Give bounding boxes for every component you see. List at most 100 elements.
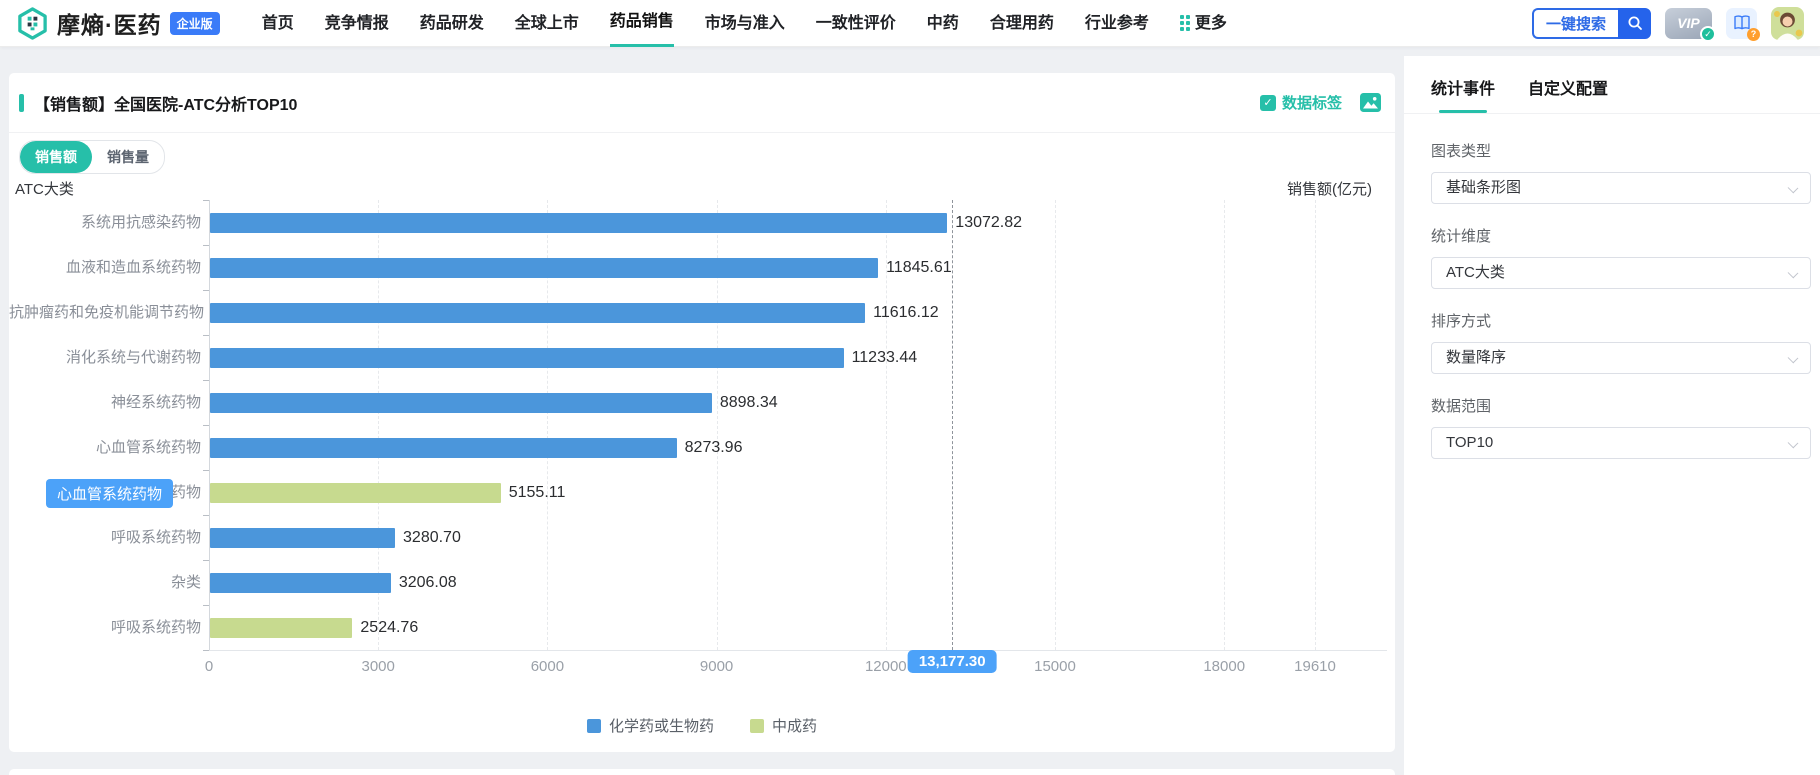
config-sidebar: 统计事件 自定义配置 图表类型 基础条形图 统计维度 ATC大类 排序方式 数量降序 数据范围… xyxy=(1404,56,1820,775)
category-label: 血液和造血系统药物 xyxy=(65,259,201,276)
bar-呼吸系统药物[interactable] xyxy=(210,527,396,548)
nav-item-更多[interactable]: 更多 xyxy=(1179,0,1227,47)
vip-badge-icon[interactable]: VIP ✓ xyxy=(1665,7,1716,42)
nav-item-label: 首页 xyxy=(261,14,294,32)
chevron-down-icon xyxy=(1787,352,1799,364)
bar-value-label: 13072.82 xyxy=(955,214,1023,231)
axis-titles: ATC大类 销售额(亿元) xyxy=(15,178,1372,199)
field-label: 数据范围 xyxy=(1431,398,1492,415)
category-label: 消化系统与代谢药物 xyxy=(65,349,201,366)
nav-item-竞争情报[interactable]: 竞争情报 xyxy=(325,0,389,47)
legend-label: 化学药或生物药 xyxy=(608,718,714,735)
category-label: 心血管系统药物 xyxy=(95,439,201,456)
dropdown-统计维度[interactable]: ATC大类 xyxy=(1431,257,1811,289)
nav-item-label: 一致性评价 xyxy=(815,14,896,32)
x-tick-label: 18000 xyxy=(1203,658,1246,675)
bar-杂类[interactable] xyxy=(210,572,391,593)
vip-check-icon: ✓ xyxy=(1700,25,1716,42)
x-tick-label: 12000 xyxy=(864,658,907,675)
chart-title: 【销售额】全国医院-ATC分析TOP10 xyxy=(34,96,298,114)
bar-血液和造血系统药物[interactable] xyxy=(210,257,879,278)
checkbox-check-icon: ✓ xyxy=(1259,94,1276,111)
field-label: 排序方式 xyxy=(1431,313,1492,330)
toggle-销售额[interactable]: 销售额 xyxy=(20,141,92,173)
nav-item-一致性评价[interactable]: 一致性评价 xyxy=(816,0,896,47)
nav-item-label: 更多 xyxy=(1194,14,1227,32)
legend-item-化学药或生物药[interactable]: 化学药或生物药 xyxy=(586,715,714,736)
legend-swatch xyxy=(586,718,601,733)
main-navigation: 首页 竞争情报 药品研发 全球上市 药品销售 市场与准入 一致性评价 中药 合理用药 行业参考 更多 xyxy=(262,0,1227,47)
brand-logo[interactable]: 摩熵·医药 企业版 xyxy=(16,6,220,40)
bar-神经系统药物[interactable] xyxy=(210,392,712,413)
gridline xyxy=(547,200,549,650)
category-label: 呼吸系统药物 xyxy=(110,529,201,546)
nav-item-合理用药[interactable]: 合理用药 xyxy=(990,0,1054,47)
x-axis-line xyxy=(209,650,1387,651)
nav-item-label: 全球上市 xyxy=(514,14,579,32)
quick-search[interactable]: 一键搜索 xyxy=(1531,7,1651,39)
bar-value-label: 8898.34 xyxy=(719,394,778,411)
nav-item-全球上市[interactable]: 全球上市 xyxy=(515,0,579,47)
bar-系统用抗感染药物[interactable] xyxy=(210,212,948,233)
bar-value-label: 3280.70 xyxy=(403,529,461,546)
hover-tooltip: 心血管系统药物 xyxy=(46,479,174,508)
average-marker-line xyxy=(952,200,954,650)
sidebar-tab-统计事件[interactable]: 统计事件 xyxy=(1431,75,1495,113)
nav-item-行业参考[interactable]: 行业参考 xyxy=(1085,0,1149,47)
bar-value-label: 2524.76 xyxy=(360,619,419,636)
nav-item-label: 市场与准入 xyxy=(704,14,785,32)
sidebar-fields: 图表类型 基础条形图 统计维度 ATC大类 排序方式 数量降序 数据范围 TOP10 xyxy=(1404,114,1820,459)
gridline xyxy=(716,200,718,650)
category-label: 杂类 xyxy=(170,574,201,591)
bar-value-label: 11845.61 xyxy=(886,259,952,276)
toggle-销售量[interactable]: 销售量 xyxy=(92,141,164,173)
legend-swatch xyxy=(750,718,764,733)
nav-item-中药[interactable]: 中药 xyxy=(927,0,959,47)
chevron-down-icon xyxy=(1787,182,1799,194)
search-icon[interactable] xyxy=(1618,7,1651,39)
legend-item-中成药[interactable]: 中成药 xyxy=(750,715,817,736)
y-axis-tick xyxy=(203,200,209,201)
chart-card-header: 【销售额】全国医院-ATC分析TOP10 ✓ 数据标签 xyxy=(9,73,1395,133)
y-axis-tick xyxy=(203,335,209,336)
nav-item-药品研发[interactable]: 药品研发 xyxy=(420,0,484,47)
y-axis-tick xyxy=(203,290,209,291)
y-axis-tick xyxy=(203,470,209,471)
dropdown-数据范围[interactable]: TOP10 xyxy=(1431,427,1811,459)
image-export-icon[interactable] xyxy=(1360,93,1381,112)
nav-item-label: 合理用药 xyxy=(989,14,1054,32)
field-label: 图表类型 xyxy=(1431,143,1492,160)
dropdown-图表类型[interactable]: 基础条形图 xyxy=(1431,172,1811,204)
bar-value-label: 8273.96 xyxy=(684,439,743,456)
nav-item-市场与准入[interactable]: 市场与准入 xyxy=(705,0,785,47)
chevron-down-icon xyxy=(1787,267,1799,279)
edition-badge: 企业版 xyxy=(169,11,220,35)
bar-心血管系统药物[interactable] xyxy=(210,437,677,458)
nav-item-首页[interactable]: 首页 xyxy=(262,0,294,47)
data-label-checkbox[interactable]: ✓ 数据标签 xyxy=(1259,92,1342,113)
category-label: 抗肿瘤药和免疫机能调节药物 xyxy=(9,304,205,321)
bar-心血管系统药物[interactable] xyxy=(210,482,501,503)
dropdown-排序方式[interactable]: 数量降序 xyxy=(1431,342,1811,374)
bar-呼吸系统药物[interactable] xyxy=(210,617,353,638)
quick-search-button[interactable]: 一键搜索 xyxy=(1531,7,1618,39)
nav-item-药品销售[interactable]: 药品销售 xyxy=(609,0,674,47)
gridline xyxy=(885,200,887,650)
category-label: 神经系统药物 xyxy=(110,394,201,411)
next-card-edge xyxy=(9,769,1395,775)
user-avatar[interactable] xyxy=(1771,6,1804,40)
x-tick-label: 3000 xyxy=(361,658,395,675)
y-axis-title: ATC大类 xyxy=(15,181,74,198)
page-body: 【销售额】全国医院-ATC分析TOP10 ✓ 数据标签 销售额 销售量 ATC大类… xyxy=(0,47,1820,775)
category-label: 呼吸系统药物 xyxy=(110,619,201,636)
user-manual-icon[interactable]: ? xyxy=(1726,7,1760,41)
config-field-数据范围: 数据范围 TOP10 xyxy=(1431,395,1811,459)
bar-抗肿瘤药和免疫机能调节药物[interactable] xyxy=(210,302,866,323)
sidebar-tabs: 统计事件 自定义配置 xyxy=(1404,56,1820,114)
bar-消化系统与代谢药物[interactable] xyxy=(210,347,844,368)
gridline xyxy=(1315,200,1316,650)
average-value-badge: 13,177.30 xyxy=(907,650,997,673)
title-accent-bar xyxy=(19,93,24,112)
sidebar-tab-自定义配置[interactable]: 自定义配置 xyxy=(1528,81,1609,98)
x-tick-label: 15000 xyxy=(1034,658,1076,675)
